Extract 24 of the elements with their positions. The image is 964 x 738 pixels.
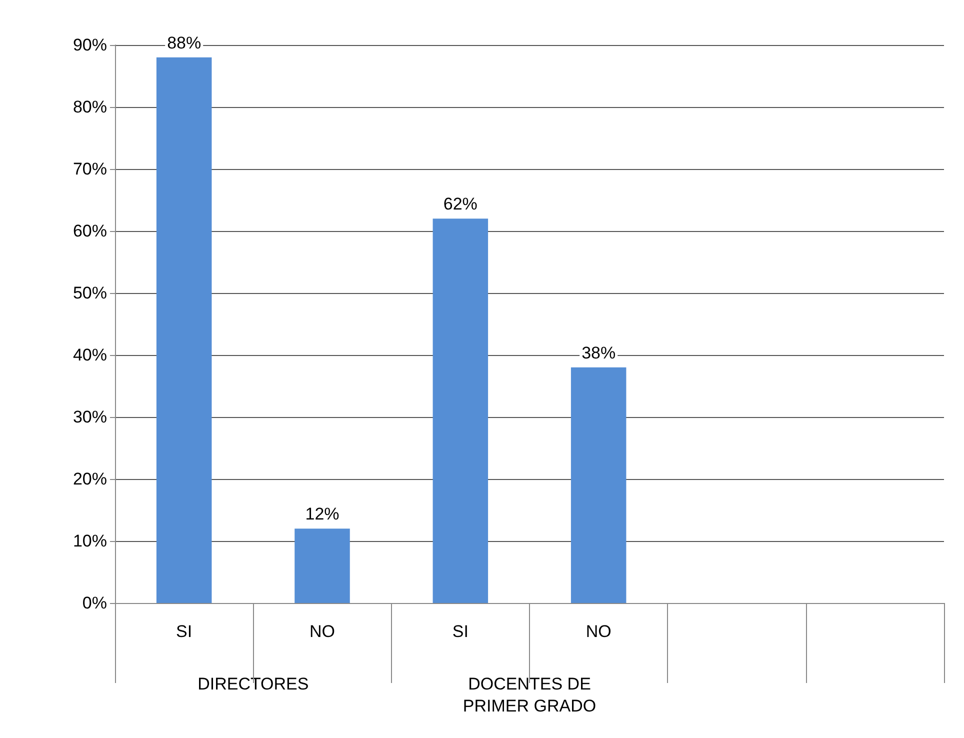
data-label: 62% <box>443 194 478 214</box>
x-tick-label: NO <box>586 622 612 641</box>
y-tick-label: 0% <box>82 594 107 612</box>
bar <box>156 57 212 603</box>
x-tick-label: SI <box>176 622 192 641</box>
y-tick-label: 80% <box>72 98 107 116</box>
y-tick-label: 30% <box>72 408 107 426</box>
text: DIRECTORES <box>198 674 309 694</box>
y-tick-label: 50% <box>72 284 107 302</box>
data-label: 88% <box>167 33 202 52</box>
x-tick-label: SI <box>452 622 468 641</box>
x-tick-label: NO <box>310 622 335 641</box>
bar <box>294 528 350 603</box>
bar <box>570 367 626 603</box>
data-label: 12% <box>305 504 340 524</box>
y-tick-label: 10% <box>72 532 107 550</box>
y-tick-label: 40% <box>72 346 107 364</box>
text: DOCENTES DE PRIMER GRADO <box>462 674 596 716</box>
y-tick-label: 70% <box>72 160 107 178</box>
bar <box>432 218 488 603</box>
y-tick-label: 20% <box>72 470 107 488</box>
y-tick-label: 60% <box>72 222 107 240</box>
data-label: 38% <box>582 343 616 362</box>
y-tick-label: 90% <box>72 36 107 54</box>
